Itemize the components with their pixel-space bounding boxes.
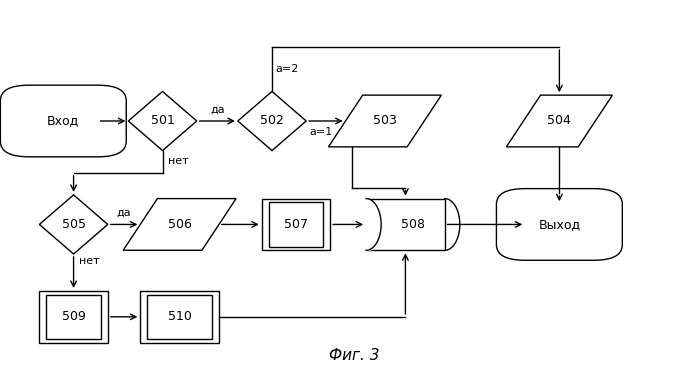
Text: 508: 508 [401, 218, 425, 231]
Text: 505: 505 [62, 218, 85, 231]
Text: 504: 504 [547, 114, 571, 128]
Bar [268, 202, 324, 247]
Bar [46, 295, 101, 339]
Polygon shape [238, 92, 306, 150]
Bar [147, 295, 212, 339]
Bar [39, 291, 108, 343]
FancyBboxPatch shape [496, 189, 622, 260]
Polygon shape [129, 92, 196, 150]
Text: 510: 510 [168, 310, 192, 323]
Text: Вход: Вход [47, 114, 80, 128]
Bar [366, 199, 445, 250]
Text: да: да [117, 208, 131, 218]
Text: 509: 509 [62, 310, 85, 323]
Polygon shape [329, 95, 441, 147]
Text: Фиг. 3: Фиг. 3 [329, 348, 380, 363]
Text: 506: 506 [168, 218, 192, 231]
Polygon shape [506, 95, 612, 147]
Text: а=1: а=1 [310, 126, 333, 136]
Text: 507: 507 [284, 218, 308, 231]
FancyBboxPatch shape [1, 85, 127, 157]
Text: 503: 503 [373, 114, 397, 128]
Polygon shape [39, 195, 108, 254]
Text: нет: нет [168, 156, 189, 166]
Text: а=2: а=2 [275, 64, 298, 74]
Bar [261, 199, 330, 250]
Text: Выход: Выход [538, 218, 580, 231]
Polygon shape [123, 199, 236, 250]
Text: нет: нет [79, 256, 100, 266]
Bar [140, 291, 219, 343]
Text: да: да [210, 104, 224, 114]
Text: 502: 502 [260, 114, 284, 128]
Text: 501: 501 [150, 114, 175, 128]
